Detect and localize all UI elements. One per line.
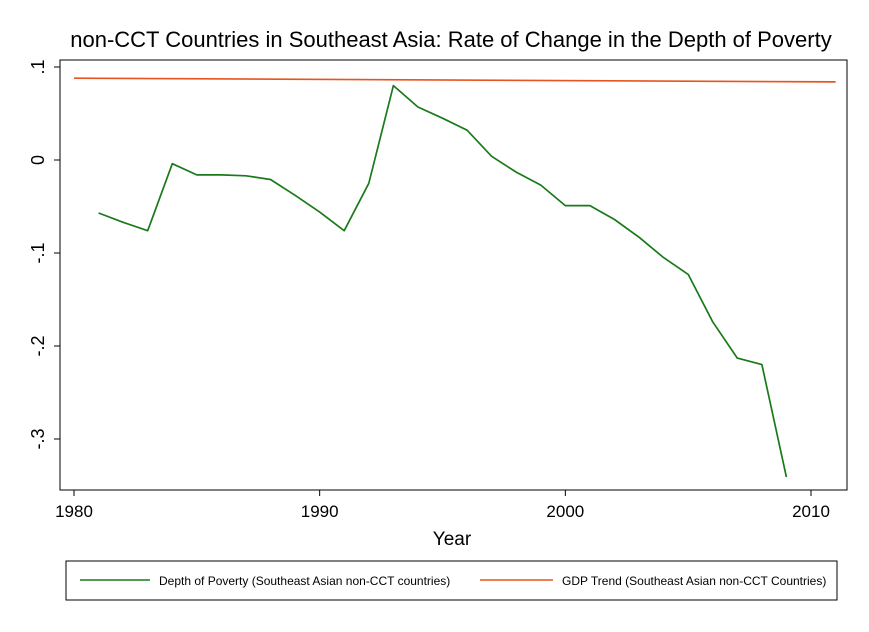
chart-title: non-CCT Countries in Southeast Asia: Rat… — [70, 27, 831, 52]
x-axis-label: Year — [433, 529, 472, 550]
x-tick-label: 1980 — [55, 502, 93, 521]
series-line-depth-of-poverty — [98, 84, 788, 478]
y-tick-label: .1 — [28, 59, 48, 74]
plot-frame — [59, 59, 848, 491]
legend-label-depth-of-poverty: Depth of Poverty (Southeast Asian non-CC… — [159, 574, 450, 588]
x-axis: 1980 1990 2000 2010 — [55, 490, 830, 521]
x-tick-label: 2010 — [792, 502, 830, 521]
y-tick-label: 0 — [28, 155, 48, 165]
legend-label-gdp-trend: GDP Trend (Southeast Asian non-CCT Count… — [562, 574, 826, 588]
y-tick-label: -.2 — [28, 335, 48, 356]
x-tick-label: 2000 — [546, 502, 584, 521]
y-tick-label: -.1 — [28, 242, 48, 263]
series-layer — [73, 77, 836, 478]
legend-box — [65, 560, 838, 601]
plot-area: .1 0 -.1 -.2 -.3 1980 1990 2000 2010 — [28, 59, 848, 521]
legend: Depth of Poverty (Southeast Asian non-CC… — [65, 560, 838, 601]
series-line-gdp-trend — [73, 77, 836, 83]
y-axis: .1 0 -.1 -.2 -.3 — [28, 59, 60, 450]
y-tick-label: -.3 — [28, 428, 48, 449]
x-tick-label: 1990 — [301, 502, 339, 521]
